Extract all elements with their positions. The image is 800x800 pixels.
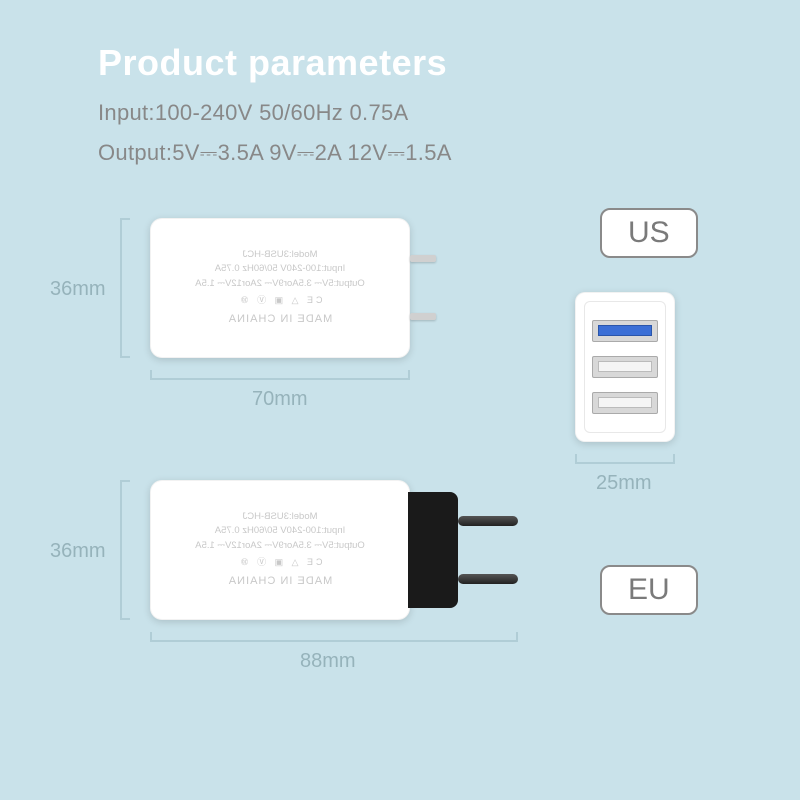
- eu-width-bracket: [150, 632, 518, 642]
- usb-port-1-blue: [592, 320, 658, 342]
- label-model: Model:3USB-HCJ: [195, 248, 365, 262]
- label-made: MADE IN CHAINA: [195, 573, 365, 590]
- us-charger-body: Model:3USB-HCJ Input:100-240V 50/60Hz 0.…: [150, 218, 410, 358]
- eu-pin-top: [458, 516, 518, 526]
- label-made: MADE IN CHAINA: [195, 311, 365, 328]
- page-title: Product parameters: [98, 42, 447, 84]
- usb-port-panel: [584, 301, 666, 433]
- usb-port-2: [592, 356, 658, 378]
- eu-charger-body: Model:3USB-HCJ Input:100-240V 50/60Hz 0.…: [150, 480, 410, 620]
- eu-badge: EU: [600, 565, 698, 615]
- charger-front-view: [575, 292, 675, 442]
- cert-icons: CE △ ▣ Ⓥ ⑩: [195, 294, 365, 308]
- us-width-label: 70mm: [252, 388, 308, 411]
- eu-height-bracket: [120, 480, 130, 620]
- eu-pin-bottom: [458, 574, 518, 584]
- us-prong-bottom: [410, 313, 436, 320]
- spec-input: Input:100-240V 50/60Hz 0.75A: [98, 100, 409, 126]
- eu-width-label: 88mm: [300, 650, 356, 673]
- eu-height-label: 36mm: [50, 540, 106, 563]
- label-model: Model:3USB-HCJ: [195, 510, 365, 524]
- front-width-bracket: [575, 454, 675, 464]
- label-input: Input:100-240V 50/60Hz 0.75A: [195, 262, 365, 276]
- front-width-label: 25mm: [596, 472, 652, 495]
- us-prong-top: [410, 255, 436, 262]
- label-input: Input:100-240V 50/60Hz 0.75A: [195, 524, 365, 538]
- us-height-label: 36mm: [50, 278, 106, 301]
- us-charger-label: Model:3USB-HCJ Input:100-240V 50/60Hz 0.…: [195, 248, 365, 328]
- usb-port-3: [592, 392, 658, 414]
- eu-plug-base: [408, 492, 458, 608]
- label-output: Output:5V⎓ 3.5Aor9V⎓ 2Aor12V⎓ 1.5A: [195, 539, 365, 553]
- us-badge: US: [600, 208, 698, 258]
- spec-output: Output:5V⎓3.5A 9V⎓2A 12V⎓1.5A: [98, 140, 452, 166]
- label-output: Output:5V⎓ 3.5Aor9V⎓ 2Aor12V⎓ 1.5A: [195, 277, 365, 291]
- us-width-bracket: [150, 370, 410, 380]
- us-height-bracket: [120, 218, 130, 358]
- cert-icons: CE △ ▣ Ⓥ ⑩: [195, 556, 365, 570]
- eu-charger-label: Model:3USB-HCJ Input:100-240V 50/60Hz 0.…: [195, 510, 365, 590]
